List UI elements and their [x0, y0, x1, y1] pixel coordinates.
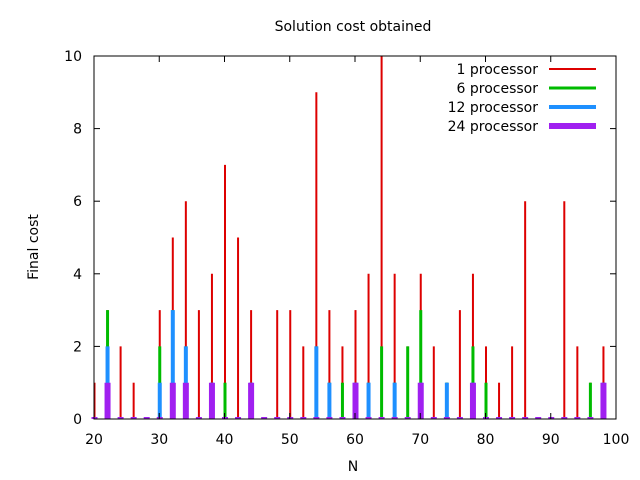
x-tick-label: 100 [603, 432, 630, 448]
chart-title: Solution cost obtained [275, 19, 432, 35]
legend-label: 6 processor [457, 81, 539, 97]
y-axis-label: Final cost [26, 214, 42, 280]
x-tick-label: 70 [411, 432, 429, 448]
y-tick-label: 0 [73, 412, 82, 428]
ticks-layer: 0 2 4 6 8 10 20 30 40 50 60 70 80 90 100 [64, 49, 629, 448]
plot-frame [93, 55, 617, 420]
x-tick-label: 40 [216, 432, 234, 448]
x-tick-label: 60 [346, 432, 364, 448]
x-tick-label: 20 [85, 432, 103, 448]
x-tick-label: 90 [542, 432, 560, 448]
x-axis-label: N [348, 459, 358, 475]
y-tick-label: 6 [73, 194, 82, 210]
y-tick-label: 2 [73, 339, 82, 355]
x-tick-label: 50 [281, 432, 299, 448]
x-tick-label: 80 [477, 432, 495, 448]
legend-label: 12 processor [448, 100, 539, 116]
legend-label: 1 processor [457, 62, 539, 78]
y-tick-label: 10 [64, 49, 82, 65]
legend: 1 processor 6 processor 12 processor 24 pro… [448, 62, 596, 135]
x-tick-label: 30 [150, 432, 168, 448]
legend-label: 24 processor [448, 119, 539, 135]
series-4 [91, 382, 607, 419]
y-tick-label: 8 [73, 122, 82, 138]
y-tick-label: 4 [73, 267, 82, 283]
